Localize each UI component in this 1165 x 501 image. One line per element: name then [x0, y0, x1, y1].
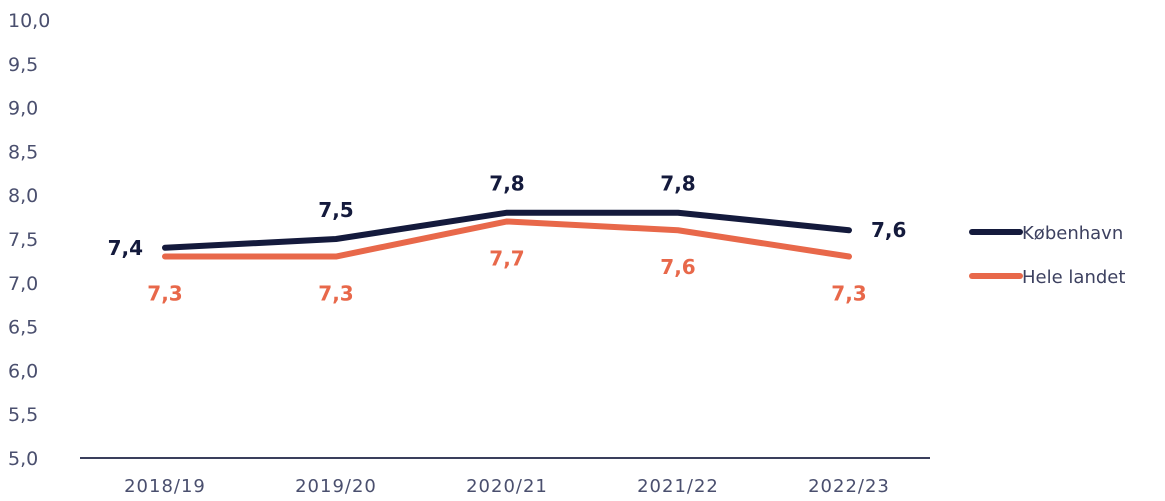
data-label-kobenhavn: 7,8 [660, 172, 695, 196]
x-axis: 2018/19 2019/20 2020/21 2021/22 2022/23 [80, 457, 930, 497]
x-tick-label: 2020/21 [466, 476, 548, 497]
y-tick-label: 6,5 [8, 317, 38, 339]
y-tick-label: 5,0 [8, 448, 38, 470]
y-tick-label: 7,0 [8, 273, 38, 295]
legend-label: Hele landet [1022, 267, 1125, 288]
y-tick-label: 9,0 [8, 98, 38, 120]
y-tick-label: 8,5 [8, 141, 38, 163]
series-line-hele-landet [162, 218, 852, 260]
data-label-kobenhavn: 7,5 [318, 198, 353, 222]
x-tick-label: 2022/23 [808, 476, 890, 497]
series-line-kobenhavn [162, 209, 852, 251]
data-labels: 7,4 7,5 7,8 7,8 7,6 7,3 7,3 7,7 7,6 7,3 [108, 172, 907, 306]
data-label-hele-landet: 7,7 [489, 246, 524, 270]
y-axis: 5,0 5,5 6,0 6,5 7,0 7,5 8,0 8,5 9,0 9,5 10,0 [8, 10, 50, 470]
y-tick-label: 7,5 [8, 229, 38, 251]
x-tick-label: 2021/22 [637, 476, 719, 497]
y-tick-label: 9,5 [8, 54, 38, 76]
legend-label: København [1022, 223, 1123, 244]
data-label-kobenhavn: 7,8 [489, 172, 524, 196]
data-label-hele-landet: 7,6 [660, 255, 695, 279]
series-lines [162, 209, 852, 260]
y-tick-label: 6,0 [8, 360, 38, 382]
data-label-kobenhavn: 7,4 [108, 236, 143, 260]
data-label-hele-landet: 7,3 [147, 282, 182, 306]
y-tick-label: 10,0 [8, 10, 50, 32]
x-tick-label: 2018/19 [124, 476, 206, 497]
data-label-hele-landet: 7,3 [831, 282, 866, 306]
y-tick-label: 8,0 [8, 185, 38, 207]
x-tick-label: 2019/20 [295, 476, 377, 497]
data-label-hele-landet: 7,3 [318, 282, 353, 306]
y-tick-label: 5,5 [8, 404, 38, 426]
legend: København Hele landet [969, 223, 1125, 288]
data-label-kobenhavn: 7,6 [871, 218, 906, 242]
